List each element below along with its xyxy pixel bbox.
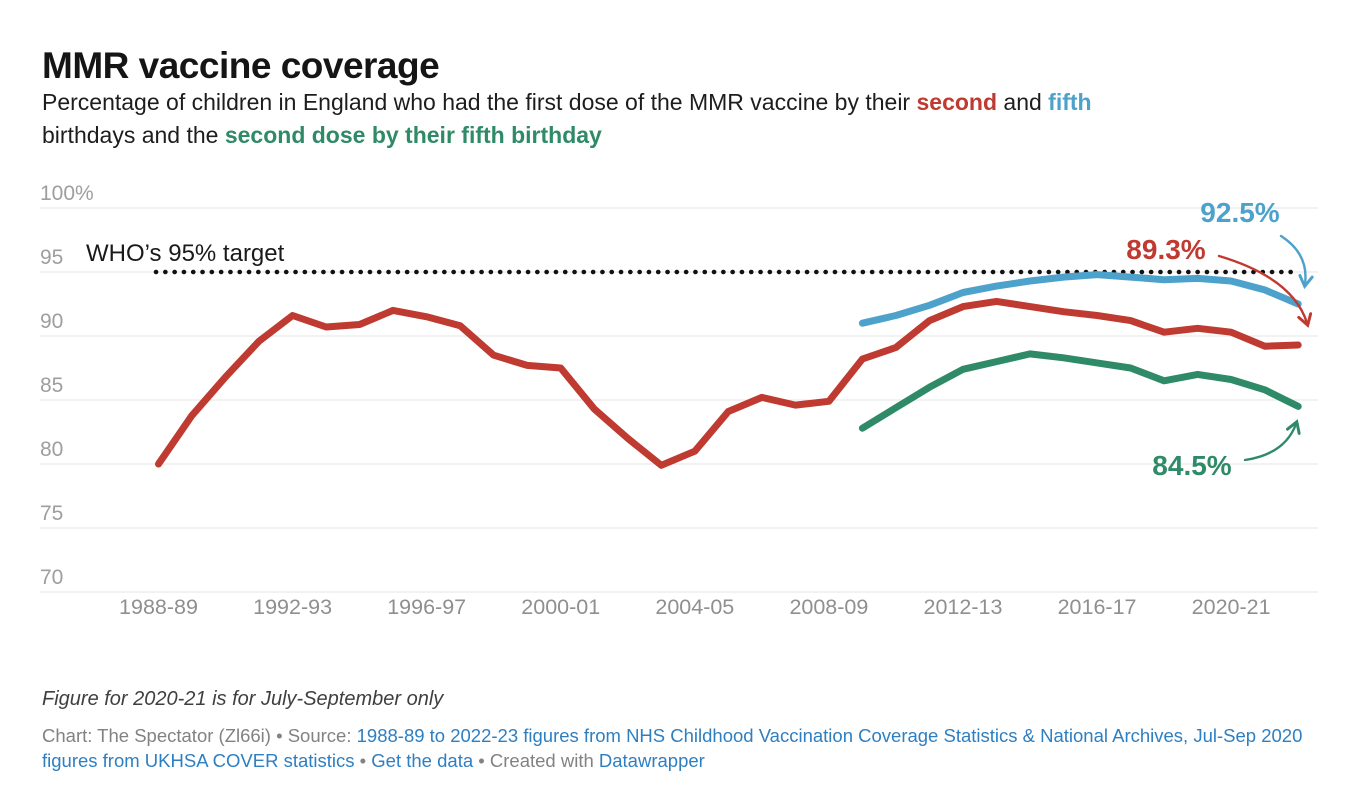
y-axis-tick-label: 100% <box>40 182 94 205</box>
x-axis-tick-label: 2004-05 <box>655 595 734 619</box>
series-line-first-dose-by-fifth-birthday <box>858 271 1302 327</box>
source-link[interactable]: 1988-89 to 2022-23 figures from NHS Chil… <box>42 724 1303 771</box>
end-label-second-dose-fifth: 84.5% <box>1152 450 1231 481</box>
subtitle-text: Percentage of children in England who ha… <box>42 89 917 115</box>
y-axis-tick-label: 80 <box>40 438 63 461</box>
x-axis-tick-label: 1996-97 <box>387 595 466 619</box>
y-axis-tick-label: 90 <box>40 310 63 333</box>
y-axis-tick-label: 75 <box>40 502 63 525</box>
subtitle-line-1: Percentage of children in England who ha… <box>42 86 1332 119</box>
annotation-arrow-blue <box>1279 234 1314 290</box>
y-axis-tick-label: 70 <box>40 566 63 589</box>
x-axis-tick-label: 2020-21 <box>1192 595 1271 619</box>
datawrapper-link[interactable]: Datawrapper <box>598 749 705 771</box>
separator-dot: • <box>270 724 288 746</box>
x-axis-tick-label: 1988-89 <box>119 595 198 619</box>
subtitle-highlight-second-dose: second dose by their fifth birthday <box>224 122 602 148</box>
series-line-first-dose-by-second-birthday <box>155 297 1302 469</box>
x-axis-labels: 1988-89 1992-93 1996-97 2000-01 2004-05 2008-… <box>119 595 1271 619</box>
chart-subtitle: Percentage of children in England who ha… <box>42 86 1332 152</box>
separator-dot: • <box>354 749 372 771</box>
chart-credit: Chart: The Spectator (Zl66i) <box>42 724 271 746</box>
subtitle-highlight-fifth-birthday: fifth <box>1048 89 1092 115</box>
x-axis-tick-label: 2000-01 <box>521 595 600 619</box>
subtitle-line-2: birthdays and the second dose by their f… <box>42 119 1332 152</box>
get-the-data-link[interactable]: Get the data <box>371 749 474 771</box>
x-axis-tick-label: 2008-09 <box>789 595 868 619</box>
x-axis-tick-label: 1992-93 <box>253 595 332 619</box>
annotation-arrow-red <box>1217 254 1313 328</box>
source-label: Source: <box>287 724 357 746</box>
created-with-label: Created with <box>489 749 599 771</box>
y-axis-tick-label: 95 <box>40 246 63 269</box>
end-label-first-dose-fifth: 92.5% <box>1200 197 1279 228</box>
annotation-arrow-green <box>1243 419 1301 462</box>
subtitle-text: and <box>997 89 1049 115</box>
separator-dot: • <box>473 749 490 771</box>
y-axis-tick-label: 85 <box>40 374 63 397</box>
who-target-label: WHO’s 95% target <box>86 240 285 267</box>
footnote: Figure for 2020-21 is for July-September… <box>42 688 444 710</box>
footer-attribution: Chart: The Spectator (Zl66i) • Source: 1… <box>42 723 1318 773</box>
x-axis-tick-label: 2012-13 <box>924 595 1003 619</box>
x-axis-tick-label: 2016-17 <box>1058 595 1137 619</box>
series-line-second-dose-by-fifth-birthday <box>858 350 1302 432</box>
end-label-first-dose-second: 89.3% <box>1126 234 1205 265</box>
series-lines <box>155 271 1302 469</box>
subtitle-text: birthdays and the <box>42 122 225 148</box>
chart-title: MMR vaccine coverage <box>42 44 440 86</box>
subtitle-highlight-second-birthday: second <box>916 89 998 115</box>
y-axis-labels: 100% 95 90 85 80 75 70 <box>40 182 94 589</box>
